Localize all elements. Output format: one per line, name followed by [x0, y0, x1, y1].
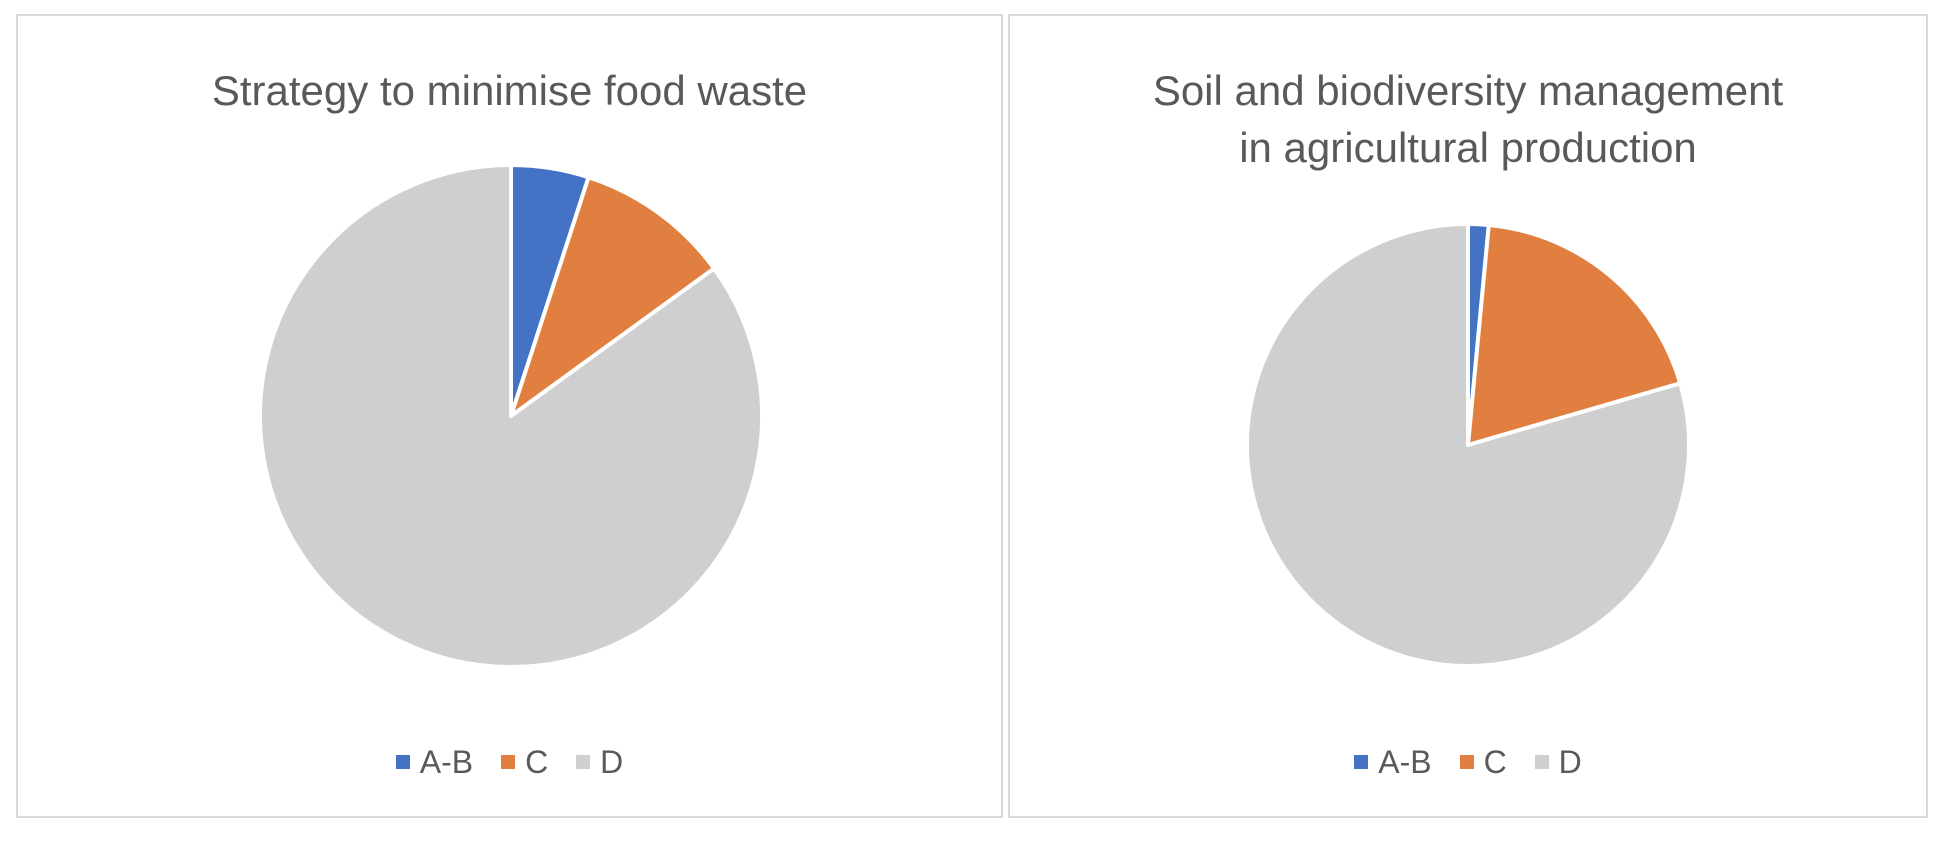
pie-slice-c	[1466, 222, 1683, 447]
legend-label-c: C	[525, 744, 549, 780]
pie-chart-food-waste	[257, 163, 764, 669]
legend-item-c: C	[501, 742, 548, 782]
legend-swatch-c	[501, 755, 516, 769]
legend: A-B C D	[1010, 742, 1926, 782]
legend-swatch-d	[576, 755, 591, 769]
chart-panel-food-waste: Strategy to minimise food waste A-B C D	[16, 14, 1003, 818]
pie-chart-soil-biodiversity	[1245, 221, 1691, 668]
legend: A-B C D	[18, 742, 1001, 782]
legend-swatch-c	[1459, 755, 1474, 769]
legend-label-d: D	[600, 744, 624, 780]
pie-slice-d	[257, 163, 764, 669]
legend-label-a-b: A-B	[419, 744, 474, 780]
legend-label-d: D	[1558, 744, 1582, 780]
legend-label-c: C	[1483, 744, 1507, 780]
pie-slice-c	[509, 175, 717, 418]
pie-slice-d	[1245, 222, 1691, 668]
chart-title: Strategy to minimise food waste	[211, 67, 808, 114]
chart-panel-soil-biodiversity: Soil and biodiversity management in agri…	[1008, 14, 1928, 818]
legend-swatch-a-b	[395, 755, 410, 769]
legend-swatch-d	[1534, 755, 1549, 769]
chart-title: Soil and biodiversity management in agri…	[1152, 67, 1784, 171]
legend-item-a-b: A-B	[395, 742, 474, 782]
legend-item-d: D	[1534, 742, 1582, 782]
legend-label-a-b: A-B	[1378, 744, 1432, 780]
legend-item-d: D	[576, 742, 623, 782]
legend-item-a-b: A-B	[1354, 742, 1432, 782]
legend-item-c: C	[1459, 742, 1507, 782]
legend-swatch-a-b	[1354, 755, 1369, 769]
